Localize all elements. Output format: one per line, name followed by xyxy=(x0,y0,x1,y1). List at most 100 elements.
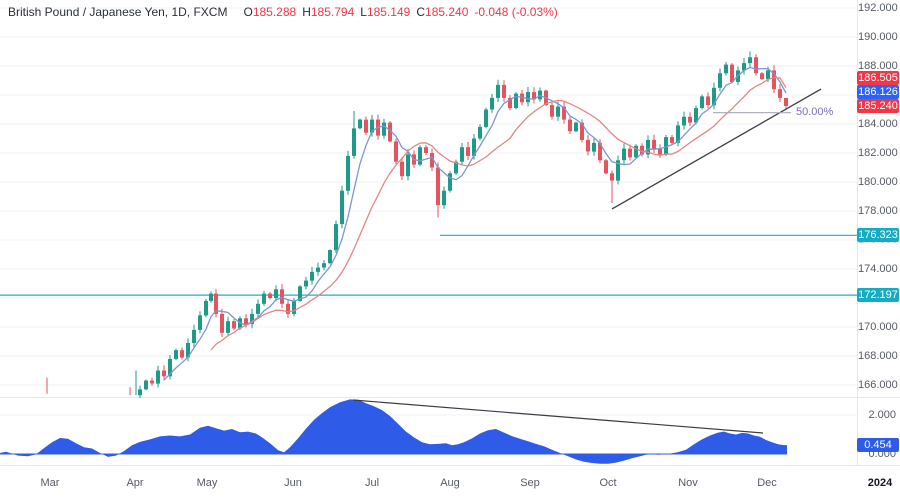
price-tick-label: 188.000 xyxy=(858,60,898,72)
candle-body xyxy=(144,380,148,390)
ma-fast-price-badge: 186.126 xyxy=(857,85,899,100)
candle-body xyxy=(180,350,184,358)
candle-body xyxy=(472,138,476,156)
candle-body xyxy=(730,64,734,82)
candle-body xyxy=(204,300,208,316)
candle-body xyxy=(198,315,202,330)
candle-body xyxy=(454,161,458,174)
candle-body xyxy=(556,106,560,117)
candle-body xyxy=(406,154,410,177)
time-axis-month-label: May xyxy=(196,477,218,489)
time-axis-month-label: Nov xyxy=(678,477,698,489)
price-tick-label: 166.000 xyxy=(858,379,898,391)
candle-body xyxy=(328,250,332,264)
candle-body xyxy=(568,119,572,132)
candle-body xyxy=(292,300,296,314)
ma-slow-line xyxy=(210,77,787,351)
candle-body xyxy=(718,73,722,88)
time-axis-month-label: Jun xyxy=(284,477,302,489)
candle-body xyxy=(634,145,638,158)
candle-body xyxy=(460,147,464,162)
open-label: O xyxy=(243,5,253,19)
candle-body xyxy=(610,173,614,181)
time-axis-month-label: Dec xyxy=(757,477,777,489)
candle-body xyxy=(676,125,680,143)
candle-body xyxy=(186,342,190,358)
candle-body xyxy=(424,147,428,153)
candle-body xyxy=(358,119,362,129)
price-tick-label: 168.000 xyxy=(858,350,898,362)
candle-body xyxy=(682,116,686,126)
candle-body xyxy=(700,96,704,108)
last-price-badge: 185.240 xyxy=(857,99,899,114)
price-tick-label: 182.000 xyxy=(858,147,898,159)
open-value: 185.288 xyxy=(252,5,297,19)
candle-body xyxy=(550,105,554,117)
candle-body xyxy=(712,87,716,106)
candle-body xyxy=(670,137,674,143)
candle-body xyxy=(646,139,650,155)
fib-50-percent-label[interactable]: 50.00% xyxy=(796,106,834,118)
symbol-title[interactable]: British Pound / Japanese Yen, 1D, FXCM xyxy=(8,5,228,19)
candle-body xyxy=(174,350,178,359)
change-value: -0.048 (-0.03%) xyxy=(474,5,558,19)
candle-body xyxy=(232,321,236,329)
candle-body xyxy=(436,167,440,206)
candle-body xyxy=(322,263,326,268)
candle-body xyxy=(280,289,284,304)
low-label: L xyxy=(360,5,367,19)
candle-body xyxy=(724,64,728,74)
candle-body xyxy=(628,148,632,158)
price-tick-label: 180.000 xyxy=(858,176,898,188)
candle-body xyxy=(262,293,266,304)
price-tick-label: 192.000 xyxy=(858,2,898,14)
candle-body xyxy=(138,389,142,396)
candle-body xyxy=(256,303,260,314)
candle-body xyxy=(352,128,356,156)
candle-body xyxy=(268,293,272,298)
price-tick-label: 178.000 xyxy=(858,205,898,217)
candle-body xyxy=(244,318,248,325)
low-value: 185.149 xyxy=(366,5,411,19)
candle-body xyxy=(490,97,494,110)
chart-legend[interactable]: British Pound / Japanese Yen, 1D, FXCM O1… xyxy=(8,5,558,19)
candle-body xyxy=(478,126,482,139)
candle-body xyxy=(382,122,386,136)
ma-slow-price-badge: 186.505 xyxy=(857,71,899,86)
candle-body xyxy=(640,145,644,155)
time-axis-month-label: Apr xyxy=(126,477,144,489)
candle-body xyxy=(742,63,746,71)
time-axis-month-label: Mar xyxy=(40,477,60,489)
candle-body xyxy=(592,142,596,152)
close-label: C xyxy=(416,5,426,19)
candle-body xyxy=(526,92,530,103)
candle-body xyxy=(562,106,566,120)
candle-body xyxy=(532,92,536,100)
candle-body xyxy=(580,122,584,140)
candle-body xyxy=(466,147,470,156)
candle-body xyxy=(250,313,254,325)
time-axis-month-label: Aug xyxy=(440,477,460,489)
candle-body xyxy=(334,224,338,251)
high-label: H xyxy=(302,5,311,19)
candle-body xyxy=(370,119,374,133)
candle-body xyxy=(192,329,196,343)
ma-fast-line xyxy=(163,66,787,381)
price-tick-label: 190.000 xyxy=(858,31,898,43)
time-axis-year-label: 2024 xyxy=(867,477,893,489)
indicator-area xyxy=(0,399,787,464)
candle-body xyxy=(388,122,392,142)
candle-body xyxy=(766,70,770,80)
high-value: 185.794 xyxy=(310,5,355,19)
candle-body xyxy=(622,148,626,161)
candle-body xyxy=(346,155,350,191)
candle-body xyxy=(754,57,758,74)
candle-body xyxy=(760,73,764,80)
candle-body xyxy=(784,97,788,106)
candle-body xyxy=(340,190,344,225)
candle-body xyxy=(168,358,172,377)
candle-body xyxy=(298,286,302,301)
candle-body xyxy=(748,57,752,64)
